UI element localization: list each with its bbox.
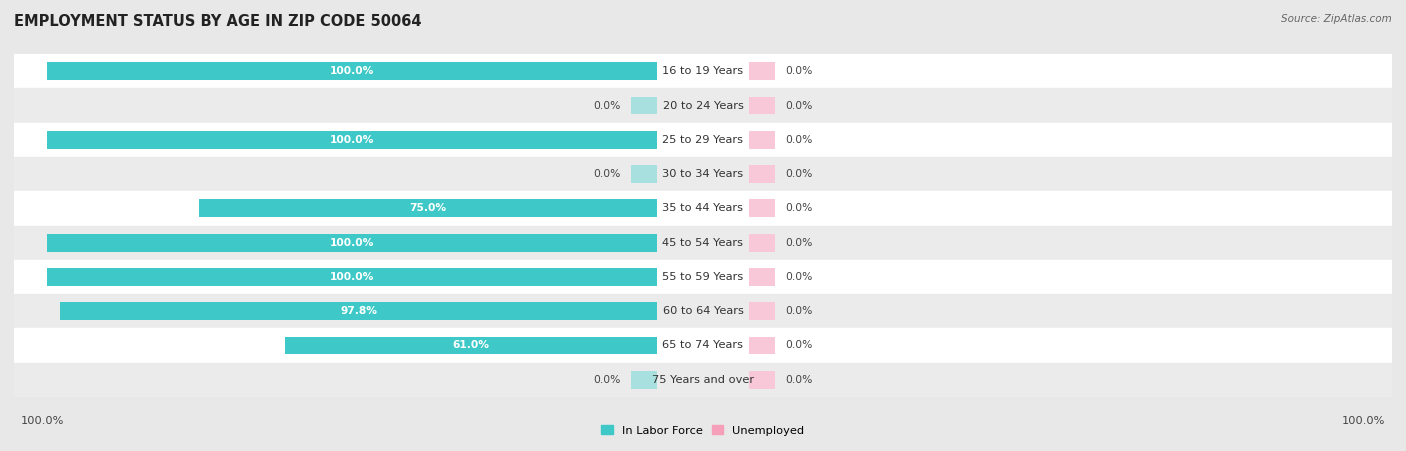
Text: 45 to 54 Years: 45 to 54 Years	[662, 238, 744, 248]
Text: 20 to 24 Years: 20 to 24 Years	[662, 101, 744, 110]
Bar	[14, 363, 1392, 397]
Bar	[14, 157, 1392, 191]
Text: 100.0%: 100.0%	[330, 66, 374, 76]
Bar	[749, 234, 775, 252]
Text: 65 to 74 Years: 65 to 74 Years	[662, 341, 744, 350]
Text: 100.0%: 100.0%	[330, 272, 374, 282]
Text: 30 to 34 Years: 30 to 34 Years	[662, 169, 744, 179]
Bar	[200, 199, 657, 217]
Text: 0.0%: 0.0%	[785, 101, 813, 110]
Text: 75 Years and over: 75 Years and over	[652, 375, 754, 385]
Bar	[749, 302, 775, 320]
Bar	[46, 268, 657, 286]
Text: 0.0%: 0.0%	[593, 375, 621, 385]
Text: 0.0%: 0.0%	[785, 203, 813, 213]
Text: 0.0%: 0.0%	[785, 341, 813, 350]
Bar	[14, 88, 1392, 123]
Text: 97.8%: 97.8%	[340, 306, 377, 316]
Bar	[46, 62, 657, 80]
Text: 0.0%: 0.0%	[593, 101, 621, 110]
Bar	[46, 131, 657, 149]
Bar	[749, 62, 775, 80]
Bar	[749, 336, 775, 354]
Text: 100.0%: 100.0%	[21, 416, 65, 426]
Bar	[749, 131, 775, 149]
Text: 100.0%: 100.0%	[330, 135, 374, 145]
Bar	[14, 328, 1392, 363]
Bar	[631, 97, 657, 115]
Text: 35 to 44 Years: 35 to 44 Years	[662, 203, 744, 213]
Bar	[14, 54, 1392, 88]
Bar	[749, 199, 775, 217]
Bar	[749, 371, 775, 389]
Text: 60 to 64 Years: 60 to 64 Years	[662, 306, 744, 316]
Text: 100.0%: 100.0%	[330, 238, 374, 248]
Text: 0.0%: 0.0%	[785, 306, 813, 316]
Text: 61.0%: 61.0%	[453, 341, 489, 350]
Text: EMPLOYMENT STATUS BY AGE IN ZIP CODE 50064: EMPLOYMENT STATUS BY AGE IN ZIP CODE 500…	[14, 14, 422, 28]
Text: 100.0%: 100.0%	[1341, 416, 1385, 426]
Text: Source: ZipAtlas.com: Source: ZipAtlas.com	[1281, 14, 1392, 23]
Bar	[60, 302, 657, 320]
Text: 0.0%: 0.0%	[785, 238, 813, 248]
Bar	[631, 371, 657, 389]
Text: 0.0%: 0.0%	[785, 169, 813, 179]
Text: 75.0%: 75.0%	[409, 203, 447, 213]
Bar	[14, 260, 1392, 294]
Bar	[14, 191, 1392, 226]
Bar	[285, 336, 657, 354]
Text: 16 to 19 Years: 16 to 19 Years	[662, 66, 744, 76]
Legend: In Labor Force, Unemployed: In Labor Force, Unemployed	[602, 425, 804, 436]
Bar	[749, 97, 775, 115]
Text: 0.0%: 0.0%	[785, 375, 813, 385]
Text: 0.0%: 0.0%	[785, 135, 813, 145]
Bar	[749, 268, 775, 286]
Text: 0.0%: 0.0%	[593, 169, 621, 179]
Text: 0.0%: 0.0%	[785, 272, 813, 282]
Text: 25 to 29 Years: 25 to 29 Years	[662, 135, 744, 145]
Text: 55 to 59 Years: 55 to 59 Years	[662, 272, 744, 282]
Text: 0.0%: 0.0%	[785, 66, 813, 76]
Bar	[14, 226, 1392, 260]
Bar	[14, 294, 1392, 328]
Bar	[631, 165, 657, 183]
Bar	[749, 165, 775, 183]
Bar	[14, 123, 1392, 157]
Bar	[46, 234, 657, 252]
